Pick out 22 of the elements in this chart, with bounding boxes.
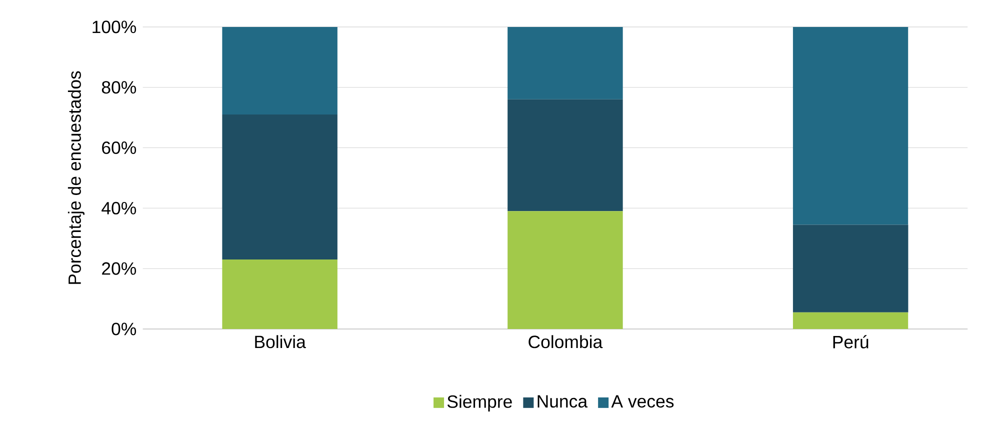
bar — [508, 100, 623, 212]
bar — [792, 312, 908, 330]
y-tick-label: 0% — [112, 322, 136, 336]
x-tick-label: Colombia — [528, 335, 603, 348]
bar — [508, 27, 623, 100]
y-tick-label: 100% — [92, 20, 136, 34]
bar — [792, 27, 908, 225]
bar — [792, 224, 908, 313]
bar — [222, 260, 338, 330]
legend-label: A veces — [611, 395, 674, 408]
y-tick-label: 40% — [102, 202, 136, 215]
y-axis-title: Porcentaje de encuestados — [68, 71, 84, 284]
y-tick-label: 80% — [102, 81, 136, 94]
bar — [222, 114, 338, 260]
bar — [222, 27, 338, 115]
legend-label: Nunca — [538, 395, 588, 408]
x-tick-label: Perú — [833, 335, 868, 349]
legend-label: Siempre — [447, 395, 512, 412]
x-tick-label: Bolivia — [255, 335, 306, 348]
y-tick-label: 60% — [102, 142, 136, 154]
bar — [508, 211, 623, 330]
y-tick-label: 20% — [102, 262, 136, 276]
